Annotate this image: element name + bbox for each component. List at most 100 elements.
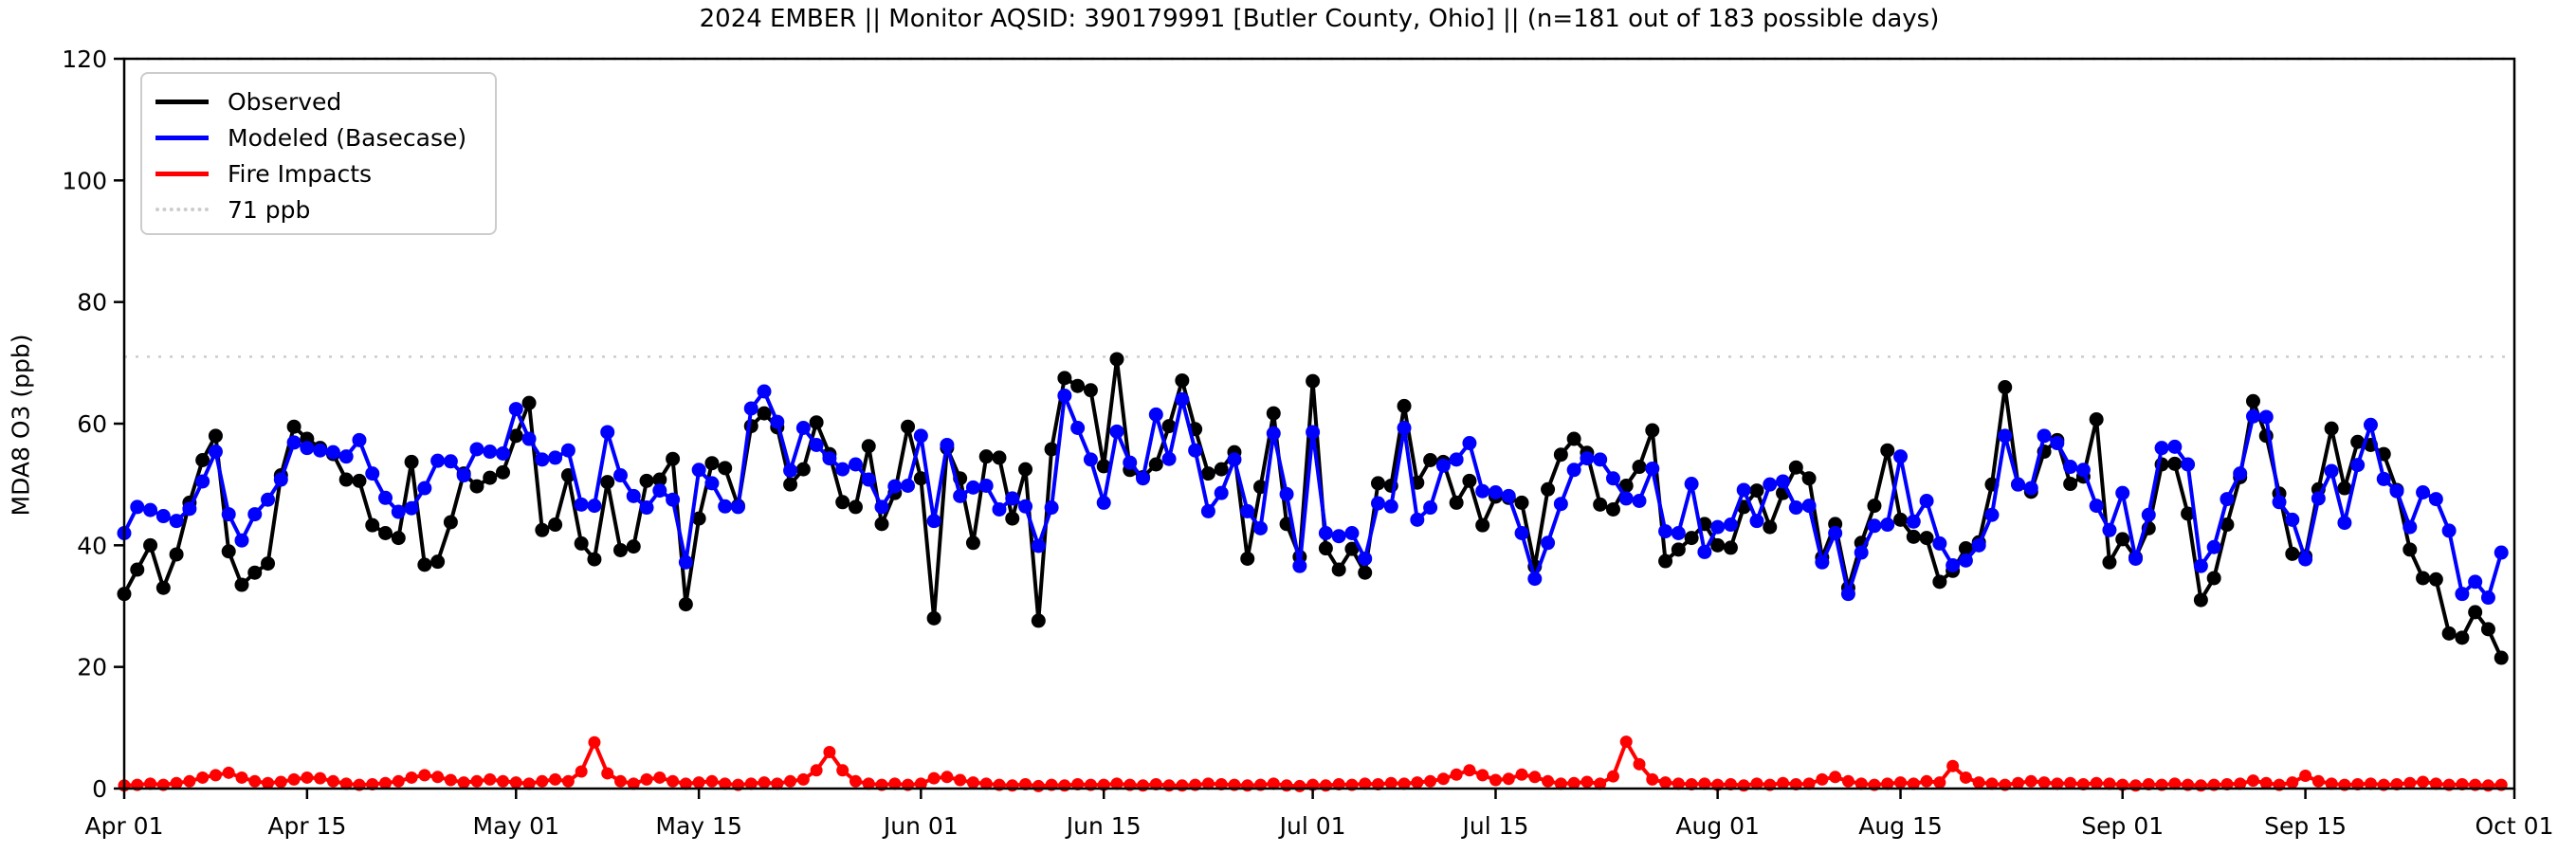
data-point — [1566, 463, 1581, 478]
data-point — [2167, 439, 2183, 454]
data-point — [208, 445, 223, 460]
data-point — [743, 401, 758, 416]
data-point — [1161, 419, 1177, 434]
data-point — [2364, 777, 2377, 790]
data-point — [1920, 774, 1933, 788]
data-point — [1488, 485, 1503, 500]
data-point — [195, 453, 210, 467]
data-point — [2350, 458, 2366, 473]
data-point — [2193, 592, 2208, 608]
data-point — [1358, 551, 1373, 566]
data-point — [444, 773, 457, 787]
data-point — [144, 777, 157, 790]
x-tick-label: Sep 15 — [2264, 812, 2347, 840]
data-point — [1959, 771, 1972, 784]
data-point — [2167, 456, 2183, 471]
data-point — [1123, 455, 1138, 470]
data-point — [2455, 587, 2470, 602]
data-point — [1005, 511, 1020, 526]
data-point — [627, 777, 640, 790]
data-point — [612, 468, 628, 483]
data-point — [587, 499, 602, 514]
data-point — [261, 556, 276, 572]
data-point — [483, 470, 498, 485]
data-point — [849, 774, 862, 788]
data-point — [1462, 436, 1477, 451]
data-point — [1240, 551, 1255, 566]
data-point — [1201, 777, 1215, 790]
data-point — [1070, 420, 1086, 435]
data-point — [613, 774, 627, 788]
data-point — [2024, 774, 2037, 788]
data-point — [235, 771, 248, 784]
legend-item-observed: Observed — [155, 83, 495, 119]
data-point — [1919, 531, 1934, 546]
data-point — [1880, 443, 1895, 458]
data-point — [2115, 485, 2130, 500]
data-point — [796, 772, 810, 786]
data-point — [2012, 776, 2025, 789]
data-point — [2245, 393, 2260, 408]
data-point — [1645, 461, 1660, 476]
data-point — [443, 454, 458, 469]
data-point — [953, 488, 968, 503]
data-point — [262, 776, 275, 789]
chart-title: 2024 EMBER || Monitor AQSID: 390179991 [… — [699, 5, 1940, 33]
data-point — [1776, 474, 1791, 489]
threshold-line-sample — [155, 208, 209, 211]
data-point — [1815, 554, 1830, 570]
data-point — [784, 774, 797, 788]
data-point — [483, 445, 498, 460]
data-point — [1671, 526, 1686, 540]
data-point — [965, 480, 980, 495]
data-point — [2050, 436, 2065, 451]
data-point — [810, 764, 823, 777]
data-point — [640, 772, 653, 786]
fire-line-sample — [155, 171, 209, 176]
data-point — [678, 554, 693, 570]
data-point — [1841, 774, 1854, 788]
data-point — [874, 517, 889, 532]
data-point — [2299, 770, 2312, 783]
data-point — [338, 449, 354, 464]
data-point — [1214, 462, 1229, 477]
data-point — [744, 777, 758, 790]
data-point — [1032, 779, 1045, 792]
data-point — [2102, 522, 2117, 537]
data-point — [1514, 526, 1529, 540]
data-point — [2115, 532, 2130, 547]
data-point — [1840, 587, 1855, 602]
data-point — [378, 490, 393, 505]
data-point — [1449, 452, 1464, 467]
data-point — [941, 771, 954, 784]
data-point — [901, 419, 916, 434]
data-point — [2480, 622, 2495, 637]
data-point — [1659, 776, 1672, 789]
legend-label: Observed — [228, 87, 342, 116]
data-point — [2350, 434, 2366, 449]
data-point — [1410, 512, 1425, 527]
data-point — [574, 497, 589, 512]
series-modeled-basecase — [117, 384, 2509, 606]
x-tick-label: Apr 01 — [84, 812, 163, 840]
data-point — [1632, 460, 1647, 475]
data-point — [783, 463, 798, 478]
data-point — [1241, 779, 1254, 792]
data-point — [1985, 777, 1999, 790]
data-point — [170, 776, 183, 789]
data-point — [574, 535, 589, 551]
data-point — [536, 774, 549, 788]
data-point — [718, 461, 733, 476]
data-point — [1136, 471, 1151, 486]
data-point — [1344, 526, 1360, 540]
data-point — [1344, 541, 1360, 556]
data-point — [1058, 779, 1071, 792]
data-point — [1527, 572, 1543, 587]
data-point — [209, 769, 222, 782]
data-point — [2494, 650, 2509, 665]
data-point — [2103, 777, 2116, 790]
data-point — [1932, 535, 1947, 551]
data-point — [443, 515, 458, 530]
data-point — [274, 775, 287, 789]
